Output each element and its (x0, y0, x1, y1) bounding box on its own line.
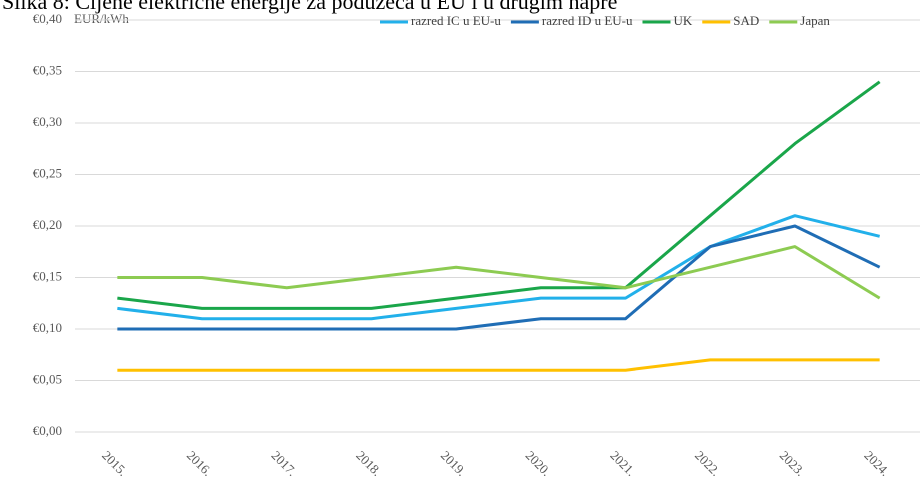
y-tick-label: €0,20 (33, 217, 62, 232)
x-tick-label: 2024. (861, 448, 892, 479)
x-tick-label: 2021. (607, 448, 638, 479)
series-line (117, 214, 881, 321)
y-tick-label: €0,00 (33, 423, 62, 438)
y-tick-label: €0,35 (33, 62, 62, 77)
x-tick-label: 2020. (523, 448, 554, 479)
y-tick-label: €0,15 (33, 268, 62, 283)
y-tick-label: €0,10 (33, 320, 62, 335)
y-tick-label: €0,25 (33, 165, 62, 180)
x-tick-label: 2019. (438, 448, 469, 479)
x-tick-label: 2015. (99, 448, 130, 479)
series-line (117, 224, 881, 331)
x-tick-label: 2022. (692, 448, 723, 479)
legend-label: UK (673, 13, 692, 28)
series-line (117, 245, 881, 300)
x-tick-label: 2017. (269, 448, 300, 479)
series-line (117, 80, 881, 310)
x-tick-label: 2023. (777, 448, 808, 479)
series-line (117, 358, 880, 372)
x-tick-label: 2016. (184, 448, 215, 479)
legend-label: Japan (800, 13, 830, 28)
legend-label: SAD (733, 13, 759, 28)
legend-label: razred ID u EU-u (542, 13, 633, 28)
chart-title: Slika 8: Cijene električne energije za p… (2, 0, 617, 14)
y-tick-label: €0,30 (33, 114, 62, 129)
x-tick-label: 2018. (353, 448, 384, 479)
legend-label: razred IC u EU-u (411, 13, 501, 28)
y-tick-label: €0,05 (33, 371, 62, 386)
y-axis-unit: EUR/kWh (74, 11, 129, 26)
y-tick-label: €0,40 (33, 11, 62, 26)
